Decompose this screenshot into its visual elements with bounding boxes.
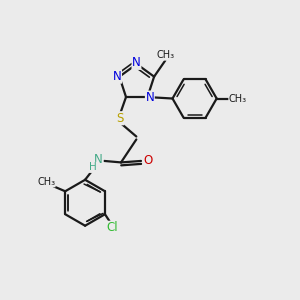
Text: CH₃: CH₃ <box>229 94 247 103</box>
Text: H: H <box>89 162 97 172</box>
Text: N: N <box>132 56 141 69</box>
Text: N: N <box>146 91 154 104</box>
Text: CH₃: CH₃ <box>157 50 175 60</box>
Text: Cl: Cl <box>106 221 118 234</box>
Text: N: N <box>94 153 103 166</box>
Text: O: O <box>143 154 152 167</box>
Text: S: S <box>116 112 124 125</box>
Text: N: N <box>113 70 122 83</box>
Text: CH₃: CH₃ <box>37 177 55 187</box>
